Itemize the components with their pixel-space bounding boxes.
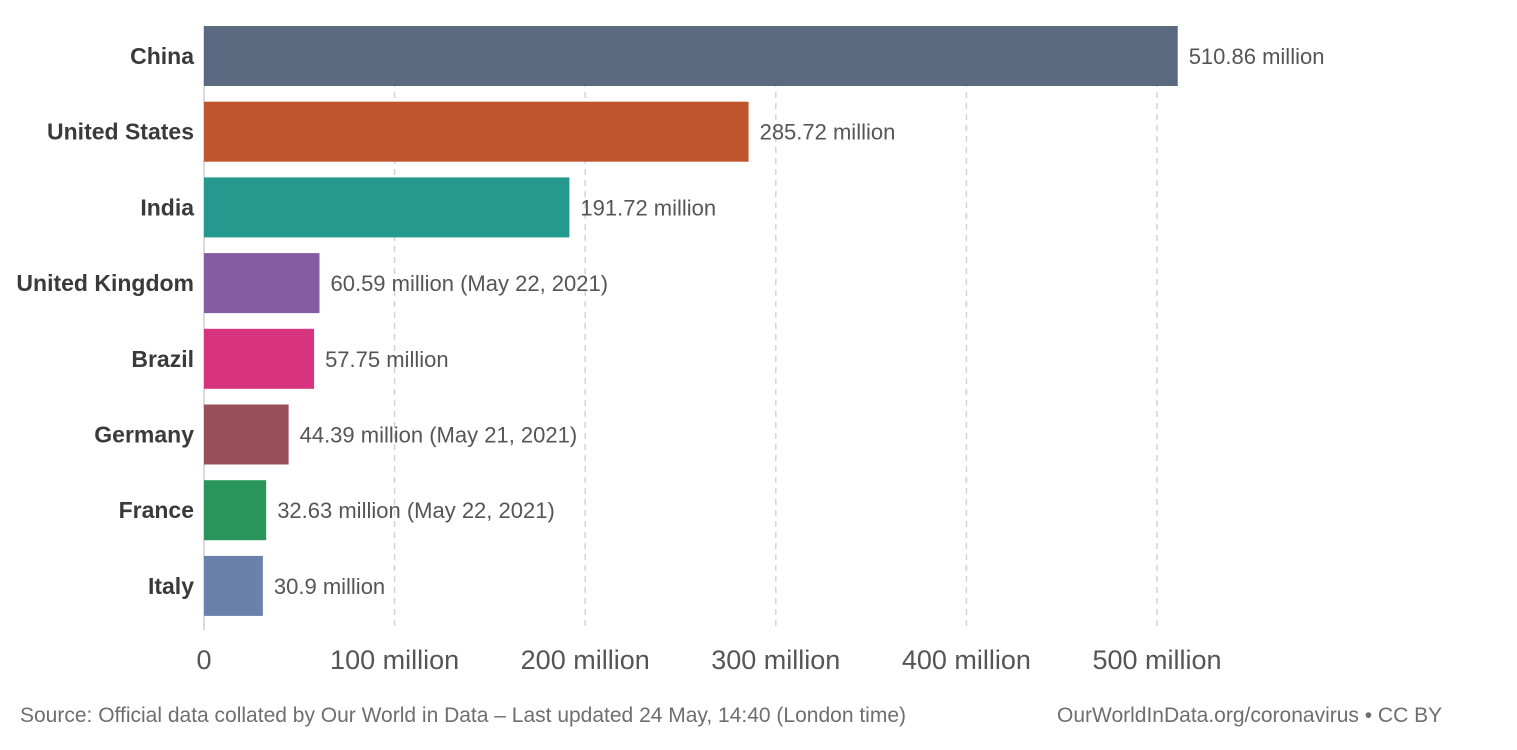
x-tick-label: 500 million (1092, 645, 1221, 675)
category-label: United Kingdom (16, 270, 194, 296)
bar[interactable] (204, 404, 289, 465)
value-label: 510.86 million (1189, 44, 1325, 69)
bar[interactable] (204, 328, 315, 389)
x-tick-label: 200 million (521, 645, 650, 675)
value-label: 44.39 million (May 21, 2021) (300, 423, 578, 448)
bar[interactable] (204, 101, 749, 162)
category-label: Brazil (131, 346, 194, 372)
category-label: France (119, 497, 194, 523)
category-label: China (130, 43, 194, 69)
x-tick-label: 0 (196, 645, 211, 675)
category-label: United States (47, 119, 194, 145)
value-label: 32.63 million (May 22, 2021) (277, 498, 555, 523)
category-label: Germany (94, 422, 194, 448)
labels: China 510.86 million United States 285.72 m… (16, 43, 1324, 599)
bar[interactable] (204, 26, 1178, 86)
bar[interactable] (204, 555, 263, 616)
value-label: 285.72 million (760, 120, 896, 145)
attribution-link[interactable]: OurWorldInData.org/coronavirus • CC BY (1057, 704, 1443, 727)
bar[interactable] (204, 480, 267, 541)
x-tick-label: 400 million (902, 645, 1031, 675)
x-tick-label: 300 million (711, 645, 840, 675)
x-tick-label: 100 million (330, 645, 459, 675)
bar-chart: China 510.86 million United States 285.72 m… (16, 26, 1324, 675)
value-label: 57.75 million (325, 347, 449, 372)
category-label: India (140, 194, 194, 220)
value-label: 191.72 million (580, 195, 716, 220)
value-label: 60.59 million (May 22, 2021) (330, 271, 608, 296)
source-note: Source: Official data collated by Our Wo… (20, 704, 906, 727)
value-label: 30.9 million (274, 574, 385, 599)
bars (204, 26, 1178, 616)
bar[interactable] (204, 253, 320, 314)
x-axis-ticks: 0 100 million 200 million 300 million 400 mi… (196, 645, 1221, 675)
bar[interactable] (204, 177, 570, 238)
category-label: Italy (148, 573, 194, 599)
